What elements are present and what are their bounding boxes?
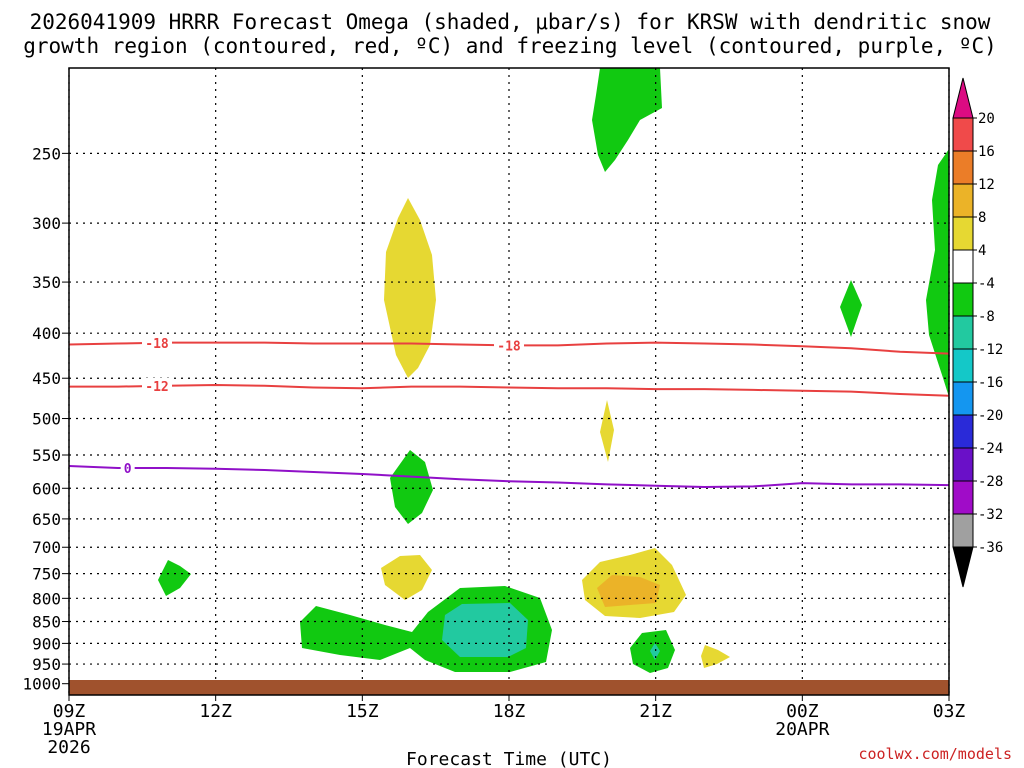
y-axis-ticks: 250 300 350 400 450 500 550 600 650 700 750 800 850 9…: [22, 144, 69, 694]
contour-label--18-0: -18: [145, 337, 169, 352]
colorbar-bottom-triangle: [952, 546, 974, 588]
omega-region-green-mid: [390, 450, 433, 524]
colorbar-tick-label--32: -32: [978, 507, 1003, 523]
y-tick-label-550: 550: [32, 446, 61, 465]
omega-region-green-diamond: [840, 280, 862, 337]
colorbar-swatch-8: [952, 381, 974, 416]
ground-bar: [69, 680, 949, 695]
colorbar: 20 16 12 8 4 -4 -8 -12 -16 -20 -24 -28 -32 -36: [952, 77, 1003, 588]
colorbar-tick-label--8: -8: [978, 309, 995, 325]
shaded-omega-regions: [158, 68, 949, 673]
contour-label--18-1: -18: [497, 339, 521, 354]
colorbar-swatch-11: [952, 480, 974, 515]
contour-label--12-0: -12: [145, 380, 168, 395]
chart-title-line-1: 2026041909 HRRR Forecast Omega (shaded, …: [30, 10, 991, 34]
x-tick-sublabel-09Z-1: 2026: [47, 737, 90, 758]
x-tick-label-15Z: 15Z: [346, 701, 379, 722]
colorbar-tick-label--36: -36: [978, 540, 1003, 556]
omega-region-green-left: [158, 560, 191, 596]
x-tick-label-09Z: 09Z: [53, 701, 86, 722]
contour-minus12-line: [69, 383, 950, 397]
x-tick-sublabel-09Z-0: 19APR: [42, 719, 96, 740]
y-tick-label-750: 750: [32, 565, 61, 584]
contour-label-0-0: 0: [124, 462, 132, 477]
colorbar-swatch-10: [952, 447, 974, 482]
contour-label-bg--12-0: [142, 377, 172, 392]
colorbar-tick-label-12: 12: [978, 177, 995, 193]
y-tick-label-300: 300: [32, 214, 61, 233]
colorbar-swatch-6: [952, 315, 974, 350]
contour-lines: -18 -18 -12 0: [68, 334, 950, 489]
colorbar-tick-label-8: 8: [978, 210, 986, 226]
colorbar-swatch-2: [952, 183, 974, 218]
colorbar-tick-label-20: 20: [978, 111, 995, 127]
y-tick-label-400: 400: [32, 324, 61, 343]
y-tick-label-250: 250: [32, 144, 61, 163]
omega-region-teal-21z-lower: [650, 643, 660, 660]
y-tick-label-800: 800: [32, 589, 61, 608]
colorbar-tick-label--4: -4: [978, 276, 995, 292]
credit-text: coolwx.com/models: [858, 745, 1012, 763]
y-tick-label-450: 450: [32, 369, 61, 388]
colorbar-tick-label--12: -12: [978, 342, 1003, 358]
y-tick-label-600: 600: [32, 479, 61, 498]
omega-region-yellow-750: [381, 555, 432, 600]
chart-title-line-2: growth region (contoured, red, ºC) and f…: [23, 34, 997, 58]
colorbar-tick-label--24: -24: [978, 441, 1003, 457]
colorbar-tick-label--16: -16: [978, 375, 1003, 391]
colorbar-swatch-3: [952, 216, 974, 251]
omega-region-green-upper: [592, 68, 662, 172]
omega-region-orange-21z: [597, 575, 660, 607]
colorbar-tick-label-4: 4: [978, 243, 986, 259]
vertical-gridlines: [68, 68, 950, 695]
colorbar-swatch-1: [952, 150, 974, 185]
y-tick-label-700: 700: [32, 538, 61, 557]
omega-region-green-right-edge: [926, 149, 949, 397]
x-tick-label-03Z: 03Z: [933, 701, 966, 722]
contour-label-bg-0-0: [120, 459, 135, 474]
contour-0-line: [68, 465, 950, 489]
y-tick-label-350: 350: [32, 273, 61, 292]
omega-region-yellow-sliver: [600, 400, 614, 462]
y-tick-label-1000: 1000: [22, 675, 61, 694]
colorbar-swatch-0: [952, 117, 974, 152]
colorbar-tick-label--20: -20: [978, 408, 1003, 424]
colorbar-swatch-9: [952, 414, 974, 449]
omega-region-yellow-lower-right: [701, 645, 730, 668]
omega-region-teal-lower: [442, 603, 528, 657]
colorbar-swatch-7: [952, 348, 974, 383]
colorbar-top-triangle: [952, 77, 974, 119]
y-tick-label-500: 500: [32, 410, 61, 429]
colorbar-tick-label-16: 16: [978, 144, 995, 160]
colorbar-swatch-4: [952, 249, 974, 284]
omega-region-yellow-upper: [384, 198, 436, 378]
y-tick-label-950: 950: [32, 655, 61, 674]
y-tick-label-850: 850: [32, 613, 61, 632]
x-axis-label: Forecast Time (UTC): [406, 749, 612, 768]
x-tick-label-21Z: 21Z: [639, 701, 672, 722]
colorbar-tick-label--28: -28: [978, 474, 1003, 490]
contour-label-bg--18-0: [142, 334, 172, 349]
x-tick-sublabel-00Z-0: 20APR: [775, 719, 829, 740]
y-tick-label-650: 650: [32, 510, 61, 529]
x-tick-label-18Z: 18Z: [493, 701, 526, 722]
colorbar-swatch-12: [952, 513, 974, 548]
colorbar-swatch-5: [952, 282, 974, 317]
y-tick-label-900: 900: [32, 634, 61, 653]
contour-label-bg--18-1: [494, 337, 524, 352]
x-tick-label-12Z: 12Z: [199, 701, 232, 722]
x-tick-label-00Z: 00Z: [786, 701, 819, 722]
